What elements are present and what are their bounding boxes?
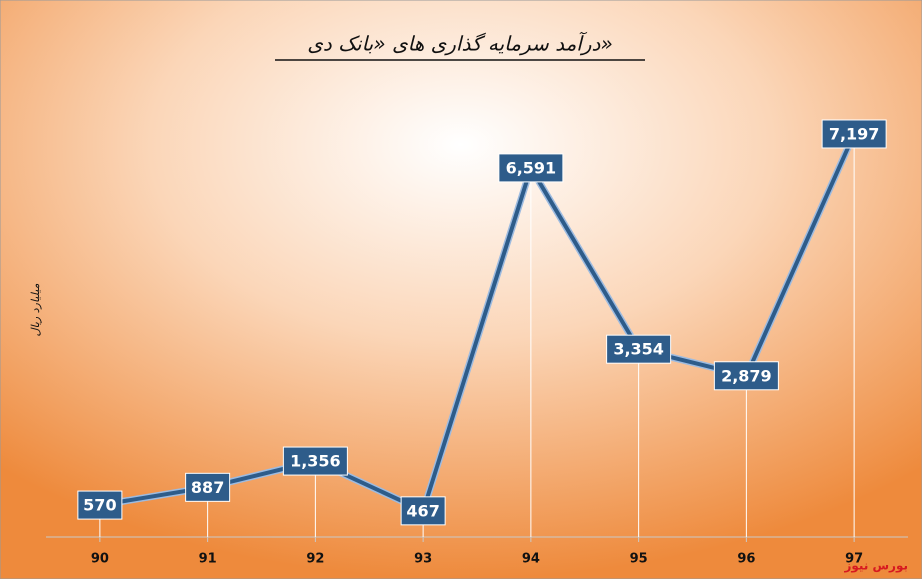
data-label: 7,197 <box>829 124 880 143</box>
data-label-box <box>498 153 564 183</box>
data-label-box <box>713 361 779 391</box>
data-label: 6,591 <box>506 158 557 177</box>
data-label-box <box>77 490 123 520</box>
x-tick-label: 92 <box>306 552 324 567</box>
data-label-box <box>185 472 231 502</box>
x-tick-label: 95 <box>630 552 648 567</box>
y-axis-label: میلیارد ریال <box>29 283 42 336</box>
x-tick-label: 96 <box>737 552 755 567</box>
data-label: 3,354 <box>613 340 664 359</box>
x-tick-label: 91 <box>199 552 217 567</box>
data-label: 570 <box>83 496 116 515</box>
x-tick-label: 94 <box>522 552 540 567</box>
x-tick-label: 93 <box>414 552 432 567</box>
data-label: 887 <box>191 478 224 497</box>
data-label: 2,879 <box>721 366 772 385</box>
x-tick-label: 97 <box>845 552 863 567</box>
data-label-box <box>606 334 672 364</box>
data-label-box <box>400 496 446 526</box>
data-label: 467 <box>406 501 439 520</box>
watermark: بورس نیوز <box>843 559 908 574</box>
chart-title: درآمد سرمایه گذاری های «بانک دی» <box>307 32 613 56</box>
data-label: 1,356 <box>290 452 341 471</box>
x-tick-label: 90 <box>91 552 109 567</box>
data-label-box <box>821 119 887 149</box>
data-label-box <box>282 446 348 476</box>
